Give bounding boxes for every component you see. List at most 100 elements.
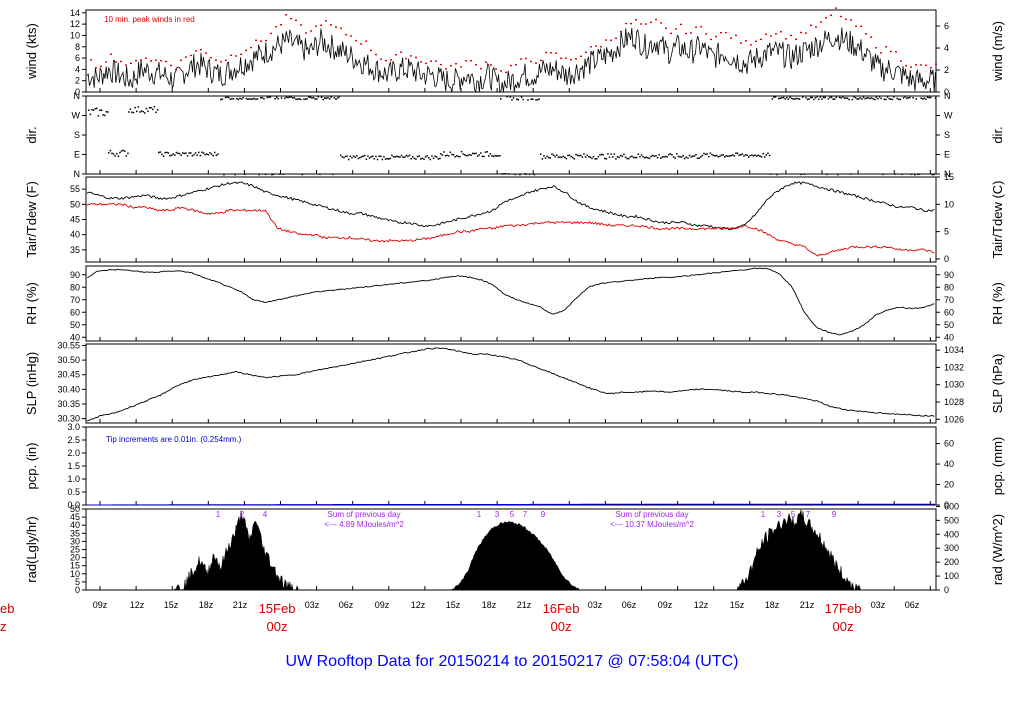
series-peak-point [585,51,587,54]
series-dir-point [613,153,616,155]
series-peak-point [790,34,792,37]
series-peak-point [725,31,727,34]
y-tick-label-left: 10 [70,569,80,579]
x-tick-label: 15z [164,600,179,610]
series-dir-point [795,97,798,100]
series-dir-point [503,173,505,175]
y-tick-label-left: 45 [70,512,80,522]
series-peak-point [870,36,872,38]
series-peak-point [130,62,132,64]
series-peak-point [410,55,412,57]
series-dir-point [896,97,898,100]
series-dir-point [397,155,400,158]
series-peak-point [115,61,117,63]
series-dir-point [125,155,128,157]
series-peak-point [570,59,572,61]
series-dir-point [915,98,918,100]
series-peak-point [510,64,512,67]
series-dir-point [407,155,409,158]
series-peak-point [810,24,812,27]
x-tick-label: 15z [446,600,461,610]
series-peak-point [470,59,472,62]
series-dir-point [629,156,632,158]
y-tick-label-left: 45 [70,215,80,225]
series-dir-point [223,173,225,176]
series-dir-point [473,152,476,155]
series-dir-point [931,173,934,176]
series-dir-point [496,155,498,157]
series-dir-point [536,99,539,101]
series-dir-point [832,98,834,100]
series-dir-point [131,111,133,114]
series-dir-point [580,154,582,157]
series-peak-point [290,17,292,20]
y-tick-label-left: 30.35 [57,399,80,409]
series-dir-point [462,153,464,155]
x-tick-label: 21z [800,600,815,610]
y-label-right: RH (%) [990,282,1005,325]
series-peak-point [535,62,537,64]
series-dir-point [224,96,227,99]
series-dir-point [883,98,886,101]
series-dir-point [182,152,184,154]
series-dir-point [928,96,930,99]
y-tick-label-left: 8 [75,42,80,52]
series-dir-point [367,155,369,157]
wind-annotation: 10 min. peak winds in red [104,15,195,24]
series-dir-point [850,173,852,175]
series-dir-point [137,106,140,108]
series-dir-point [779,97,782,100]
series-peak-point [795,38,797,40]
series-dir-point [185,152,187,154]
series-dir-point [413,157,416,160]
series-dir-point [217,153,219,155]
series-dir-point [451,153,453,156]
series-dir-point [172,153,174,155]
series-dir-point [774,96,777,98]
series-dir-point [917,173,919,176]
series-dir-point [359,156,361,159]
series-dir-point [544,157,547,159]
series-peak-point [925,64,927,67]
y-tick-label-left: N [74,169,81,179]
series-dir-point [592,155,595,158]
series-dir-point [616,156,619,158]
series-rad-area-1 [451,520,581,591]
series-peak-point [750,44,752,46]
series-dir-point [618,156,620,159]
y-tick-label-right: S [944,130,950,140]
series-dir-point [277,98,280,100]
series-peak-point [625,22,627,25]
series-peak-point [240,53,242,55]
series-dir-point [489,153,492,155]
series-dir-point [161,153,163,156]
series-dir-point [926,96,929,98]
series-dir-point [875,96,878,99]
series-dir-point [802,96,804,98]
series-dir-point [348,158,350,161]
series-dir-point [316,98,318,100]
rad-hour-mark: 3 [495,510,500,519]
rad-note-line2: <--- 10.37 MJoules/m^2 [610,520,695,529]
series-dir-point [576,154,579,157]
rad-note-line2: <--- 4.89 MJoules/m^2 [324,520,404,529]
series-dir-point [688,154,691,157]
series-dir-point [864,97,866,100]
y-tick-label-left: 10 [70,30,80,40]
series-dir-point [588,155,590,158]
series-dir-point [765,154,768,156]
series-dir-point [242,97,244,99]
series-dir-point [741,153,744,155]
series-dir-point [623,153,625,156]
series-dir-point [797,98,799,100]
series-dir-point [805,96,807,99]
series-peak-point [375,53,377,56]
series-dir-point [548,156,550,159]
series-dir-point [826,173,828,176]
series-dir-point [891,98,894,101]
x-day-label: 16Feb [543,601,580,616]
y-tick-label-left: 35 [70,528,80,538]
y-tick-label-right: 2 [944,65,949,75]
series-peak-point [845,18,847,20]
